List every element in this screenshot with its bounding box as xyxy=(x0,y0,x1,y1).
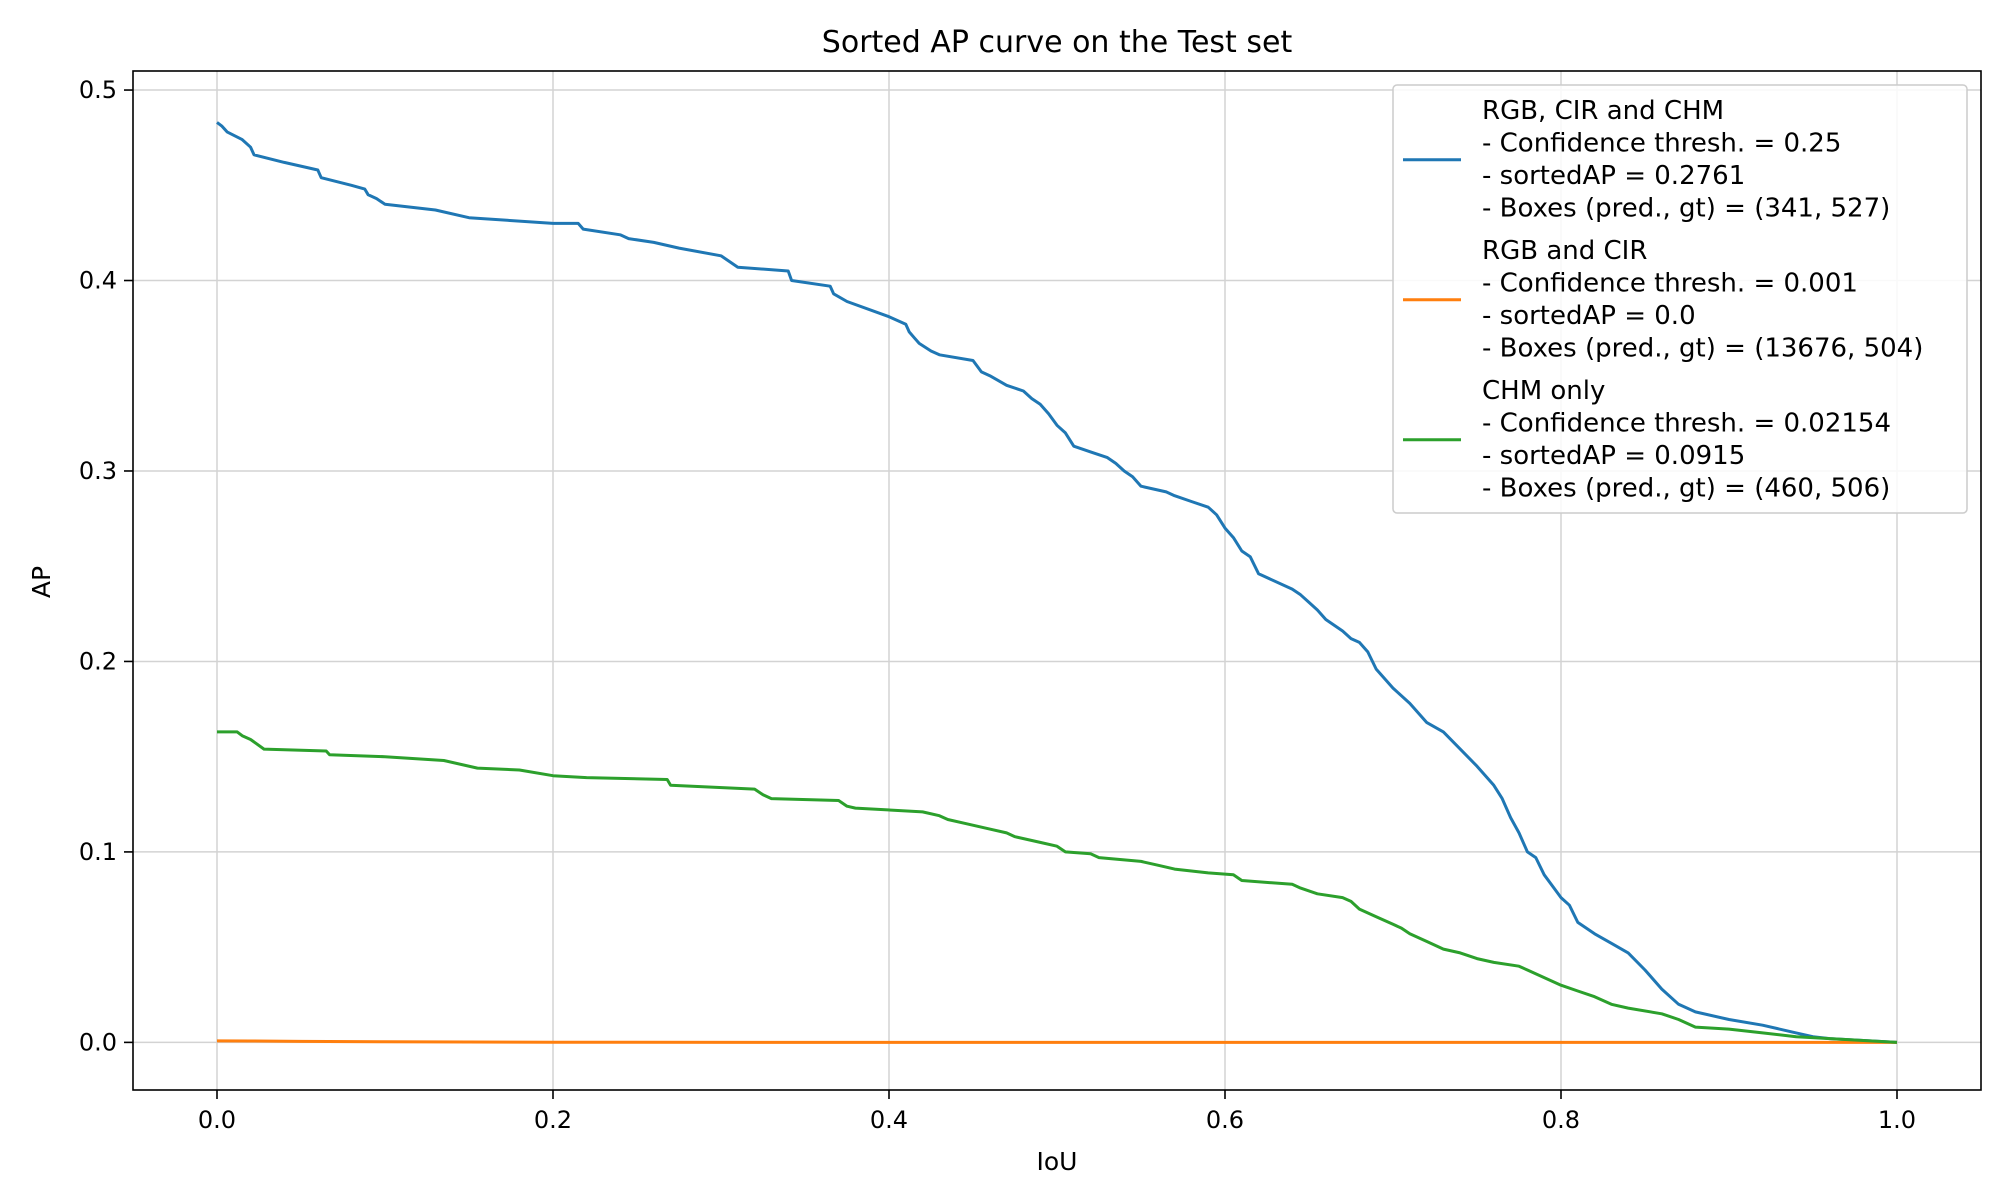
plot-lines xyxy=(216,121,1898,1044)
legend-entry-text: - Confidence thresh. = 0.25 xyxy=(1482,129,1841,159)
legend-entry-text: - Boxes (pred., gt) = (341, 527) xyxy=(1482,194,1890,224)
y-tick-label: 0.1 xyxy=(79,838,117,866)
legend-entry-text: RGB and CIR xyxy=(1482,236,1647,266)
legend-entry-text: - Boxes (pred., gt) = (460, 506) xyxy=(1482,474,1890,504)
legend-entry-text: - Confidence thresh. = 0.02154 xyxy=(1482,409,1891,439)
x-tick-label: 1.0 xyxy=(1878,1106,1916,1134)
y-axis-label: AP xyxy=(27,566,56,598)
legend-entry-text: - sortedAP = 0.2761 xyxy=(1482,161,1745,191)
series-line-2 xyxy=(216,1039,1897,1044)
legend-box xyxy=(1392,84,1968,514)
y-tick-label: 0.4 xyxy=(79,267,117,295)
legend-entry-text: RGB, CIR and CHM xyxy=(1482,96,1724,126)
plot-frame xyxy=(132,70,1982,1091)
y-tick-label: 0.3 xyxy=(79,457,117,485)
legend-entry-text: CHM only xyxy=(1482,376,1605,406)
legend-entry-text: - Boxes (pred., gt) = (13676, 504) xyxy=(1482,334,1923,364)
y-tick-label: 0.0 xyxy=(79,1028,117,1056)
series-line-1 xyxy=(216,121,1898,1044)
x-tick-label: 0.4 xyxy=(870,1106,908,1134)
x-tick-label: 0.8 xyxy=(1542,1106,1580,1134)
legend-entry-text: - sortedAP = 0.0 xyxy=(1482,301,1696,331)
y-tick-label: 0.2 xyxy=(79,647,117,675)
chart-title: Sorted AP curve on the Test set xyxy=(822,25,1293,60)
y-tick-label: 0.5 xyxy=(79,76,117,104)
x-tick-label: 0.2 xyxy=(534,1106,572,1134)
legend: RGB, CIR and CHM- Confidence thresh. = 0… xyxy=(1392,84,1968,514)
x-tick-label: 0.0 xyxy=(198,1106,236,1134)
axis-ticks: 0.0 0.2 0.4 0.6 0.8 1.0 0.0 0.1 0.2 0.3 0.4 0.5 xyxy=(79,76,1916,1134)
x-tick-label: 0.6 xyxy=(1206,1106,1244,1134)
legend-entry-text: - Confidence thresh. = 0.001 xyxy=(1482,269,1858,299)
series-line-3 xyxy=(217,730,1898,1044)
legend-entry-text: - sortedAP = 0.0915 xyxy=(1482,441,1745,471)
x-axis-label: IoU xyxy=(1037,1147,1078,1176)
